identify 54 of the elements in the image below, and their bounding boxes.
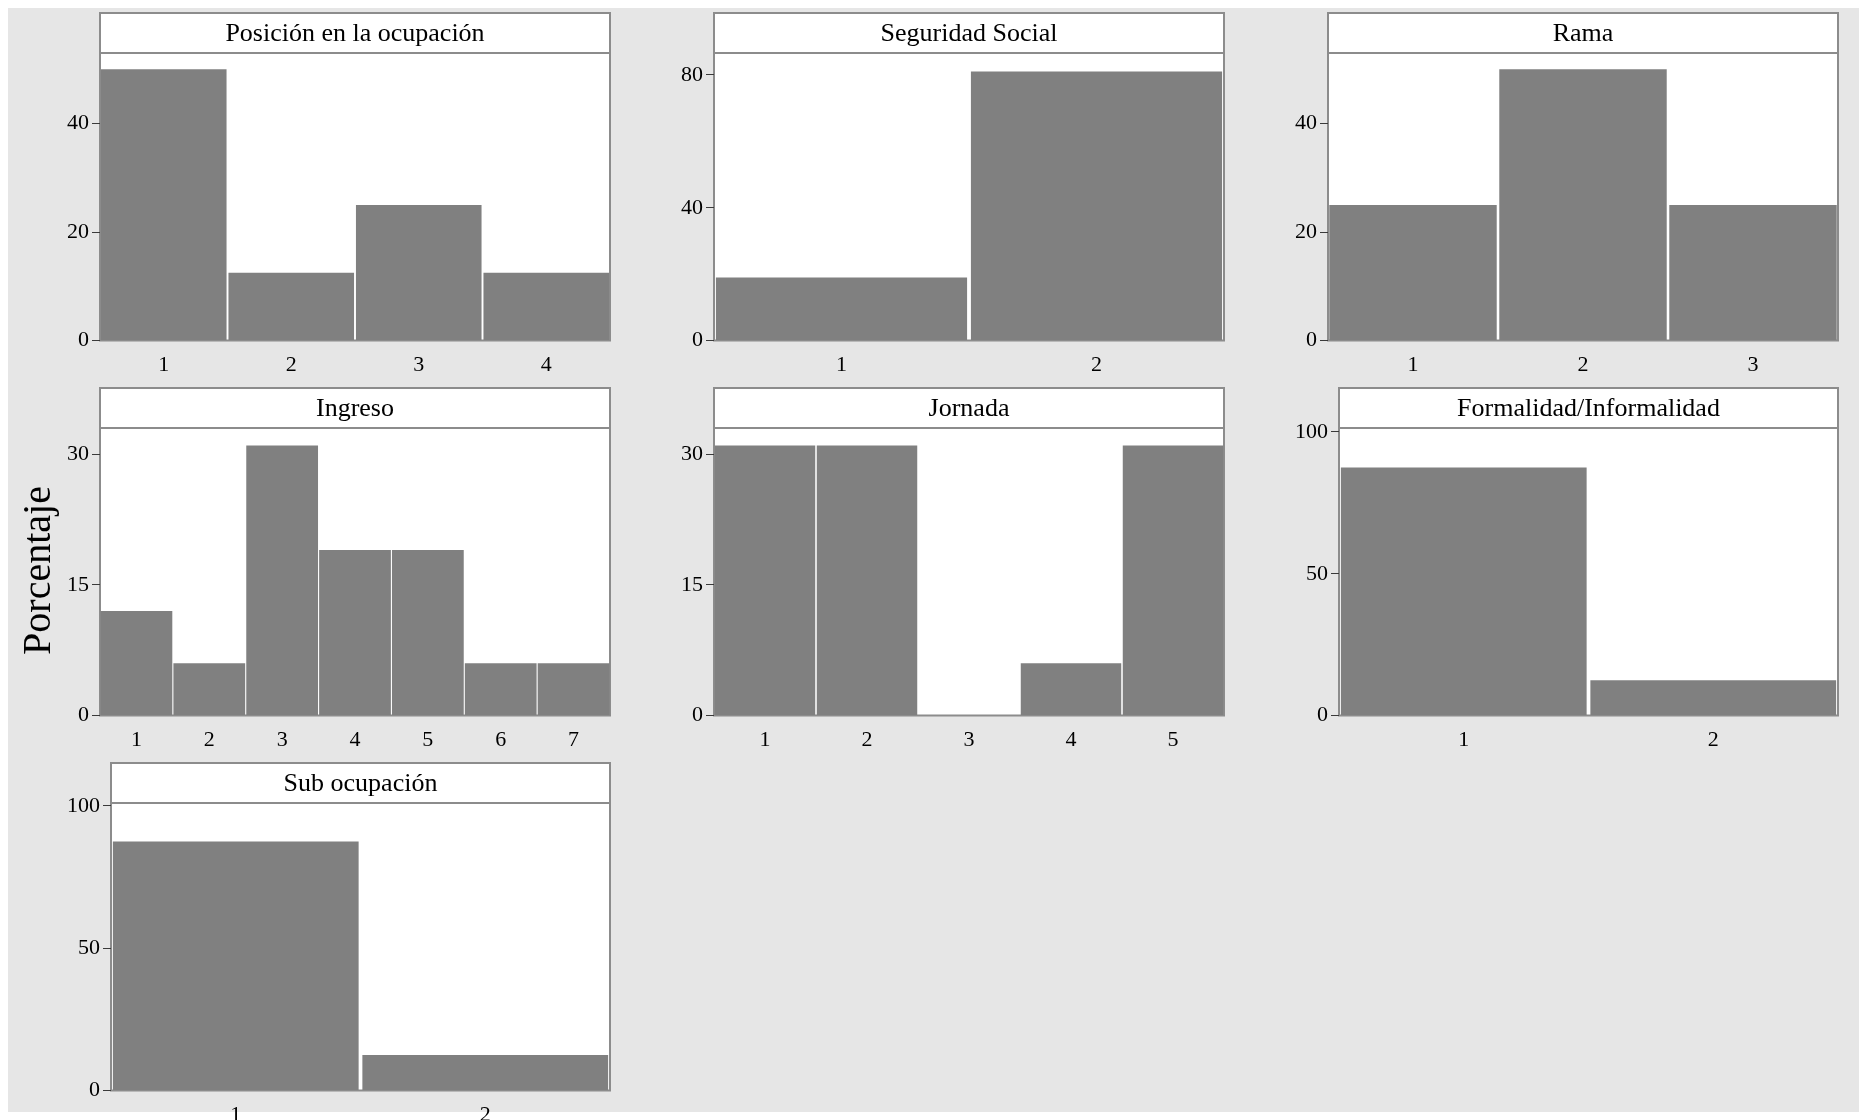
chart-title: Seguridad Social	[880, 17, 1058, 47]
x-tick-label: 1	[130, 725, 142, 751]
y-tick-label: 80	[681, 60, 703, 86]
x-tick-label: 2	[479, 1100, 491, 1120]
chart-title: Posición en la ocupación	[225, 17, 485, 47]
x-tick-label: 4	[1065, 725, 1077, 751]
y-tick-label: 50	[78, 933, 100, 959]
y-tick-label: 30	[681, 439, 703, 465]
x-tick-label: 6	[495, 725, 507, 751]
chart-title: Formalidad/Informalidad	[1457, 392, 1720, 422]
y-tick-label: 40	[67, 108, 89, 134]
x-tick-label: 7	[568, 725, 580, 751]
x-tick-label: 3	[413, 350, 425, 376]
y-tick-label: 15	[681, 570, 703, 596]
x-tick-label: 4	[349, 725, 361, 751]
chart-title: Ingreso	[316, 392, 394, 422]
y-tick-label: 0	[1317, 700, 1328, 726]
y-tick-label: 0	[89, 1075, 100, 1101]
y-tick-label: 0	[692, 325, 703, 351]
y-axis-title: Porcentaje	[12, 486, 60, 655]
x-tick-label: 1	[230, 1100, 242, 1120]
y-tick-label: 100	[1295, 417, 1328, 443]
x-tick-label: 2	[861, 725, 873, 751]
chart-title: Rama	[1552, 17, 1614, 47]
x-tick-label: 3	[963, 725, 975, 751]
x-tick-label: 1	[1458, 725, 1470, 751]
y-tick-label: 0	[78, 700, 89, 726]
y-tick-label: 40	[1295, 108, 1317, 134]
x-tick-label: 2	[1707, 725, 1719, 751]
x-tick-label: 2	[1091, 350, 1102, 376]
x-tick-label: 1	[158, 350, 170, 376]
x-tick-label: 1	[1407, 350, 1419, 376]
x-tick-label: 1	[836, 350, 847, 376]
y-tick-label: 100	[67, 791, 100, 817]
x-tick-label: 1	[759, 725, 771, 751]
y-tick-label: 20	[1295, 217, 1317, 243]
y-tick-label: 0	[692, 700, 703, 726]
y-tick-label: 50	[1306, 559, 1328, 585]
y-tick-label: 20	[67, 217, 89, 243]
y-tick-label: 0	[78, 325, 89, 351]
y-tick-label: 30	[67, 439, 89, 465]
y-tick-label: 15	[67, 570, 89, 596]
x-tick-label: 5	[422, 725, 434, 751]
y-tick-label: 0	[1306, 325, 1317, 351]
x-tick-label: 2	[203, 725, 215, 751]
chart-title: Jornada	[928, 392, 1010, 422]
x-tick-label: 4	[540, 350, 552, 376]
chart-title: Sub ocupación	[283, 767, 438, 797]
x-tick-label: 3	[276, 725, 288, 751]
x-tick-label: 2	[285, 350, 297, 376]
x-tick-label: 3	[1747, 350, 1759, 376]
x-tick-label: 2	[1577, 350, 1589, 376]
y-tick-label: 40	[681, 193, 703, 219]
x-tick-label: 5	[1167, 725, 1179, 751]
